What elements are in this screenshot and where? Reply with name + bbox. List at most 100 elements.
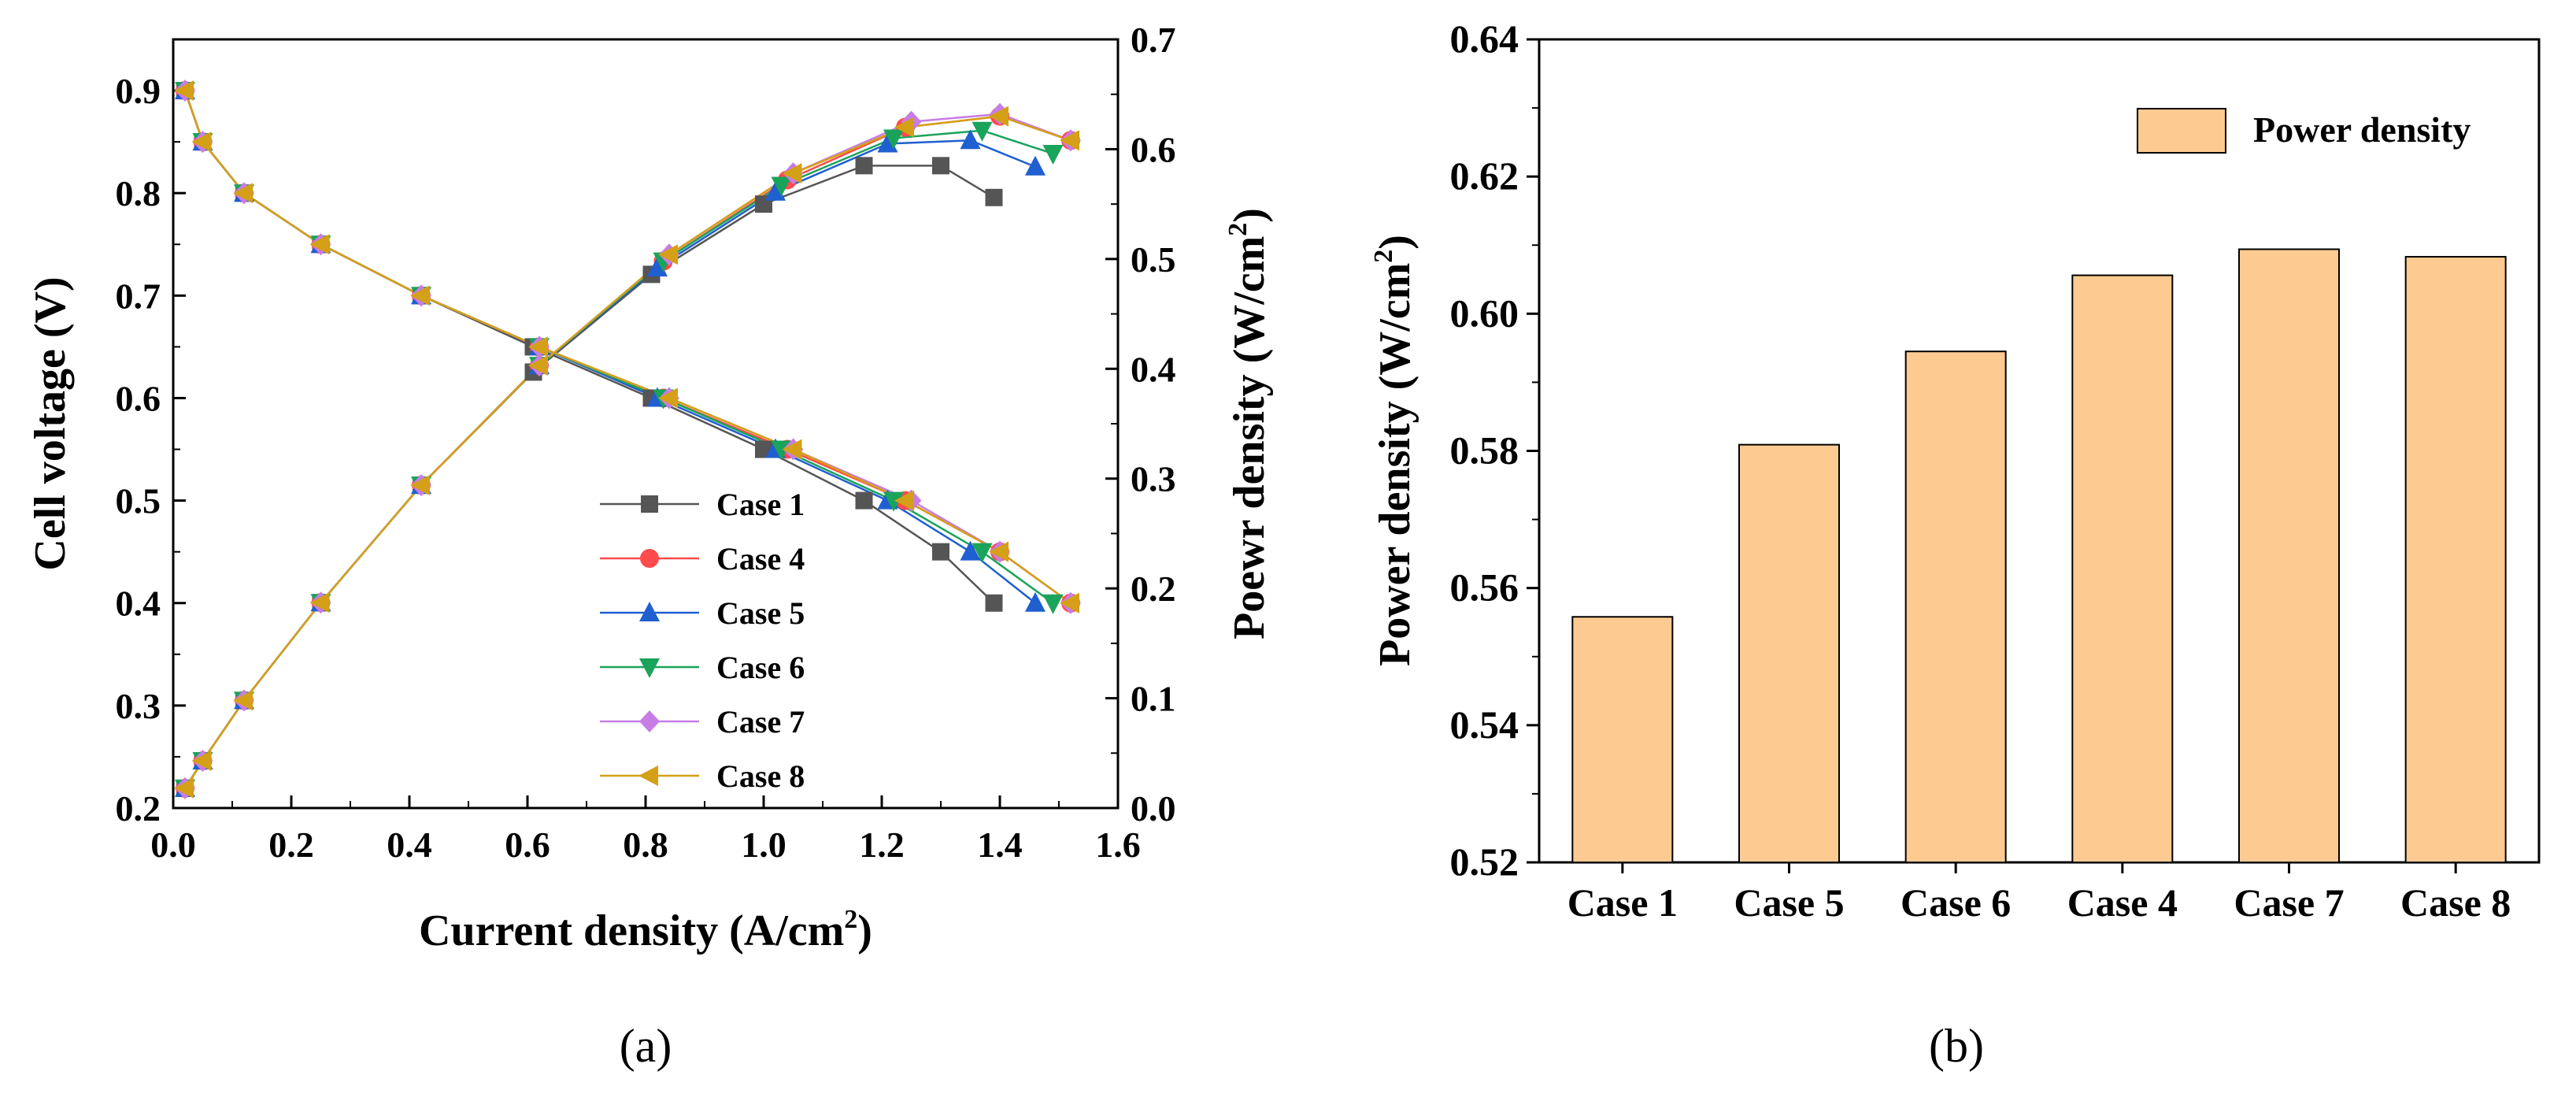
panel-b-x-tick-label: Case 1 [1567, 880, 1678, 925]
panel-b-x-tick-label: Case 6 [1901, 880, 2011, 925]
case-1-voltage-point [932, 543, 949, 561]
panel-a-right-y-tick-label: 0.6 [1131, 129, 1176, 169]
panel-a-x-tick-label: 1.6 [1095, 825, 1141, 865]
case-8-voltage-point [1060, 592, 1079, 614]
panel-b-y-tick-label: 0.52 [1450, 840, 1519, 884]
case-8-voltage-point [989, 541, 1009, 562]
case-6-power-line [183, 129, 1053, 789]
panel-a-plot-frame [172, 38, 1120, 810]
case-5-voltage-point [960, 540, 981, 561]
panel-a-left-y-tick-label: 0.9 [116, 71, 161, 111]
case-8-voltage-point [174, 80, 194, 102]
legend-case-5-label: Case 5 [716, 595, 805, 631]
case-6-voltage-point [972, 543, 993, 563]
case-8-voltage-point [782, 439, 802, 460]
panel-b-y-tick-label: 0.54 [1450, 702, 1519, 747]
case-6-power-point [771, 176, 792, 197]
panel-a-left-y-tick-label: 0.3 [116, 686, 161, 726]
case-8-power-point [233, 690, 253, 711]
panel-b-y-tick-label: 0.62 [1450, 154, 1519, 198]
legend-case-1-marker [641, 495, 658, 513]
panel-b-y-tick-label: 0.64 [1450, 17, 1519, 61]
case-1-voltage-point [855, 491, 873, 510]
panel-b-bar-chart: 0.52 0.54 0.56 0.58 0.60 0.62 0.64 Case 1 Case 5… [1369, 17, 2541, 1072]
bar-case-5 [1738, 443, 1840, 863]
case-8-power-point [410, 475, 430, 496]
bar-case-7 [2238, 248, 2340, 864]
panel-b-y-tick-label: 0.56 [1450, 565, 1519, 610]
case-6-power-point [972, 121, 993, 142]
case-6-voltage-line [183, 90, 1054, 604]
legend-case-4-label: Case 4 [716, 541, 805, 576]
legend-case-7-label: Case 7 [716, 704, 805, 740]
panel-a-right-y-tick-label: 0.5 [1131, 239, 1176, 280]
case-7-power-line [183, 113, 1071, 789]
case-1-power-point [985, 188, 1003, 206]
case-6-voltage-point [1042, 594, 1064, 614]
case-1-power-point [855, 157, 873, 175]
panel-a-x-axis-title: Current density (A/cm2) [419, 905, 872, 955]
panel-b-bars [1571, 248, 2507, 864]
case-6-voltage-point [883, 491, 904, 512]
panel-a-x-tick-label: 0.6 [505, 825, 550, 865]
panel-a-right-y-tick-label: 0.1 [1131, 679, 1176, 719]
case-8-power-point [1060, 130, 1079, 151]
case-8-power-point [528, 355, 548, 376]
case-6-power-point [1042, 145, 1064, 165]
panel-a-series-lines [183, 90, 1071, 789]
case-8-power-point [174, 777, 194, 799]
case-8-voltage-point [191, 132, 212, 153]
panel-b-label: (b) [1929, 1020, 1984, 1072]
panel-a-right-y-tick-label: 0.2 [1131, 569, 1176, 609]
panel-b-x-tick-label: Case 8 [2400, 880, 2511, 925]
panel-b-ticks [1527, 38, 2457, 873]
bar-case-4 [2071, 274, 2174, 864]
panel-a-left-y-tick-label: 0.8 [116, 173, 161, 213]
case-1-power-line [183, 165, 995, 789]
panel-a-left-y-tick-label: 0.6 [116, 378, 161, 418]
case-8-power-point [309, 592, 330, 614]
case-5-voltage-point [1025, 591, 1046, 612]
panel-a-x-tick-label: 0.4 [387, 825, 432, 865]
case-8-power-point [894, 117, 914, 138]
panel-b-legend: Power density [2137, 108, 2471, 154]
case-8-power-point [989, 106, 1009, 127]
case-8-power-point [191, 751, 212, 772]
legend-case-6-label: Case 6 [716, 650, 805, 685]
case-8-voltage-point [410, 285, 430, 306]
panel-a-x-tick-label: 1.2 [859, 825, 905, 865]
panel-a-x-tick-label: 1.0 [741, 825, 786, 865]
panel-a-right-y-axis-title: Poewr density (W/cm2) [1223, 208, 1274, 639]
bar-case-6 [1904, 350, 2007, 863]
panel-a-x-tick-label: 0.8 [623, 825, 668, 865]
panel-a-left-y-axis-title: Cell voltage (V) [26, 276, 75, 570]
legend-case-4-marker [640, 549, 659, 568]
case-8-power-point [782, 163, 802, 184]
panel-a-series-markers [174, 80, 1081, 799]
panel-a-right-y-tick-label: 0.0 [1131, 788, 1176, 829]
panel-a-x-tick-label: 1.4 [977, 825, 1023, 865]
case-6-power-point [883, 129, 904, 150]
panel-a-legend: Case 1 Case 4 Case 5 Case 6 Case 7 Case 8 [600, 487, 805, 794]
case-8-voltage-point [233, 183, 253, 204]
legend-case-6-marker [639, 658, 660, 678]
case-5-power-point [765, 180, 786, 201]
panel-b-x-tick-label: Case 7 [2234, 880, 2344, 925]
panel-a-right-y-tick-label: 0.3 [1131, 459, 1176, 499]
panel-a-tick-labels: 0.0 0.2 0.4 0.6 0.8 1.0 1.2 1.4 1.60.20.30.40.50… [116, 20, 1176, 865]
case-8-voltage-point [658, 387, 678, 409]
legend-case-7-marker [639, 710, 660, 732]
case-5-power-point [1025, 155, 1046, 176]
case-5-voltage-line [183, 90, 1036, 604]
case-8-voltage-point [528, 336, 548, 358]
panel-a-label: (a) [620, 1020, 672, 1072]
case-5-power-point [647, 257, 668, 277]
bar-case-8 [2404, 256, 2507, 864]
case-1-power-point [932, 157, 949, 175]
panel-b-y-axis-title: Power density (W/cm2) [1369, 235, 1419, 666]
panel-a-left-y-tick-label: 0.5 [116, 481, 161, 521]
legend-case-1-label: Case 1 [716, 487, 805, 522]
panel-a-x-tick-label: 0.0 [150, 825, 196, 865]
panel-a-right-y-tick-label: 0.7 [1131, 20, 1176, 60]
panel-a-left-y-tick-label: 0.2 [116, 788, 161, 829]
